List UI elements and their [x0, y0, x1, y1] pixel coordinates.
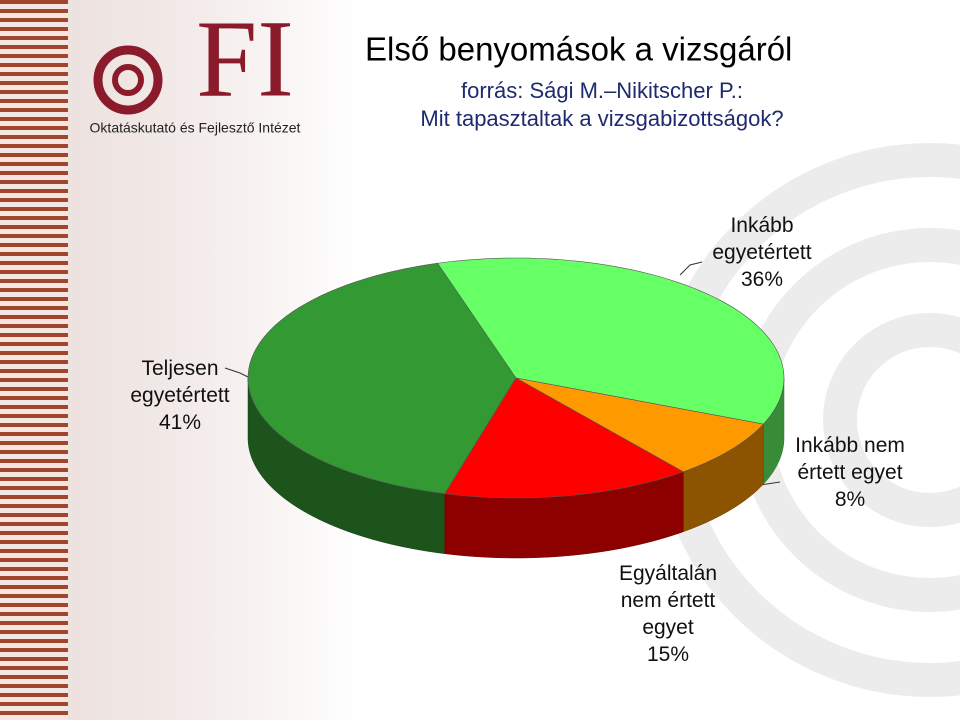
slice-percent: 8% [834, 488, 866, 511]
slice-name: Inkább nem értett egyet [795, 434, 905, 484]
slice-name: Teljesen egyetértett [130, 357, 230, 407]
slice [444, 377, 684, 499]
logo-mark: FI [196, 0, 294, 119]
slice-percent: 15% [646, 643, 690, 666]
data-label: Inkább nem értett egyet 8% [775, 432, 925, 513]
slice-percent: 41% [158, 411, 202, 434]
chart-title: Első benyomások a vizsgáról [365, 31, 792, 68]
slice-percent: 36% [740, 268, 784, 291]
data-label: Inkább egyetértett 36% [697, 212, 827, 293]
slice-name: Inkább egyetértett [712, 214, 812, 264]
logo-caption: Oktatáskutató és Fejlesztő Intézet [90, 120, 301, 136]
stripe-band [0, 0, 68, 720]
slice [247, 262, 517, 495]
chart-subtitle: forrás: Sági M.–Nikitscher P.: [461, 78, 743, 103]
chart-subtitle: Mit tapasztaltak a vizsgabizottságok? [420, 106, 783, 131]
data-label: Teljesen egyetértett 41% [115, 355, 245, 436]
logo-swirl [93, 45, 163, 115]
data-label: Egyáltalán nem értett egyet 15% [603, 560, 733, 668]
slice [437, 257, 785, 425]
slice-name: Egyáltalán nem értett egyet [618, 562, 718, 639]
slice [515, 377, 765, 473]
